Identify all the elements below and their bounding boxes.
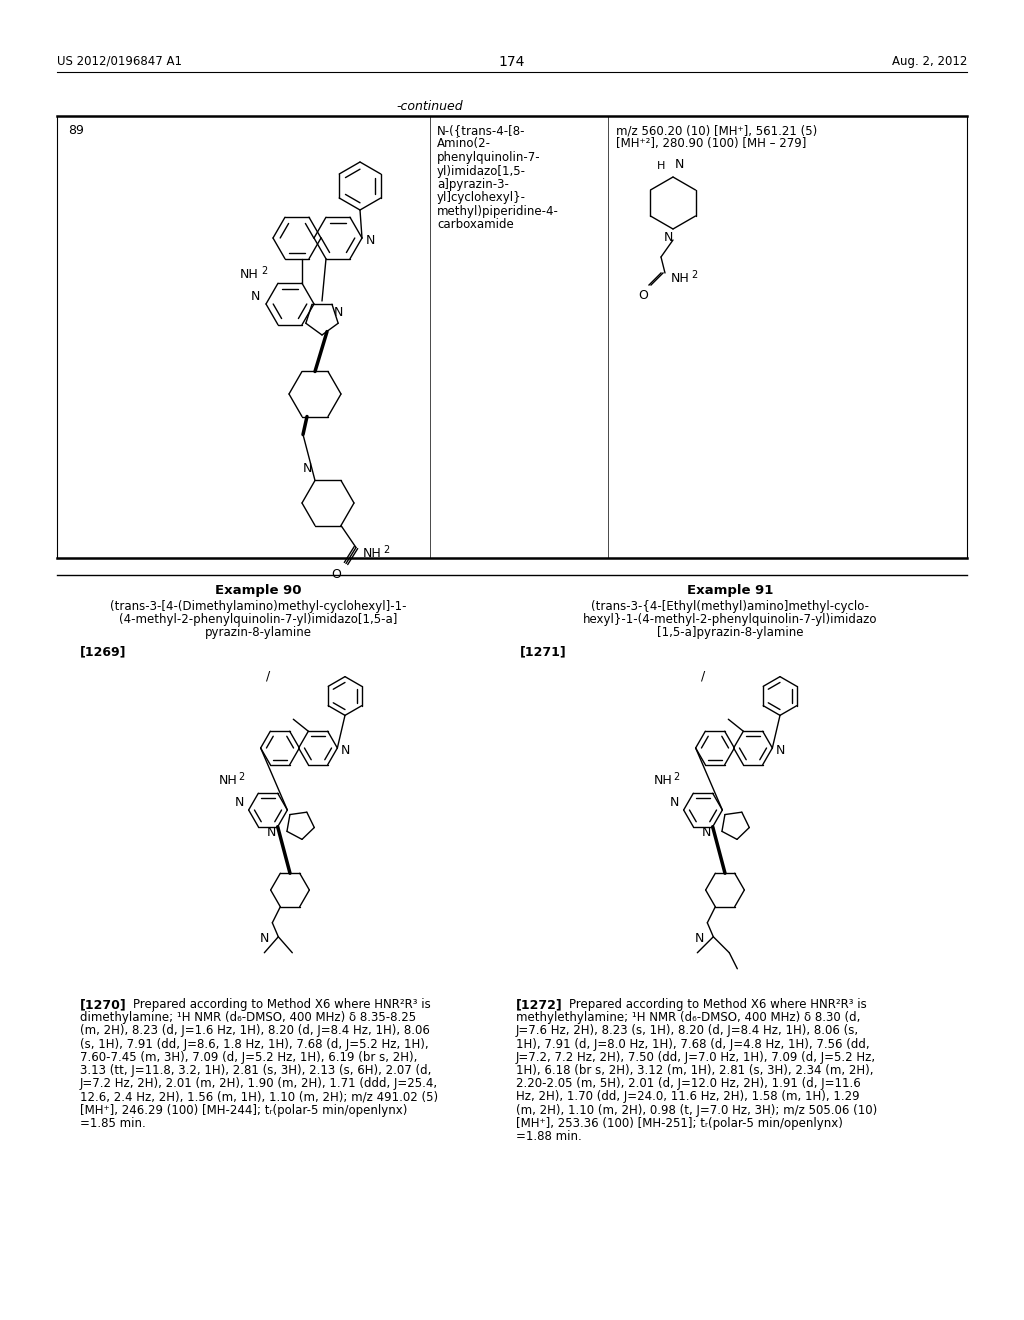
Text: Amino(2-: Amino(2-	[437, 137, 490, 150]
Text: carboxamide: carboxamide	[437, 219, 514, 231]
Text: a]pyrazin-3-: a]pyrazin-3-	[437, 178, 509, 191]
Text: methyl)piperidine-4-: methyl)piperidine-4-	[437, 205, 559, 218]
Text: /: /	[266, 669, 270, 682]
Text: [MH⁺²], 280.90 (100) [MH – 279]: [MH⁺²], 280.90 (100) [MH – 279]	[616, 137, 806, 150]
Text: /: /	[700, 669, 706, 682]
Text: methylethylamine; ¹H NMR (d₆-DMSO, 400 MHz) δ 8.30 (d,: methylethylamine; ¹H NMR (d₆-DMSO, 400 M…	[516, 1011, 860, 1024]
Text: [1270]: [1270]	[80, 998, 127, 1011]
Text: 2.20-2.05 (m, 5H), 2.01 (d, J=12.0 Hz, 2H), 1.91 (d, J=11.6: 2.20-2.05 (m, 5H), 2.01 (d, J=12.0 Hz, 2…	[516, 1077, 861, 1090]
Text: [1,5-a]pyrazin-8-ylamine: [1,5-a]pyrazin-8-ylamine	[656, 626, 803, 639]
Text: N-({trans-4-[8-: N-({trans-4-[8-	[437, 124, 525, 137]
Text: phenylquinolin-7-: phenylquinolin-7-	[437, 150, 541, 164]
Text: N: N	[267, 825, 276, 838]
Text: [MH⁺], 253.36 (100) [MH-251]; tᵣ(polar-5 min/openlynx): [MH⁺], 253.36 (100) [MH-251]; tᵣ(polar-5…	[516, 1117, 843, 1130]
Text: N: N	[694, 932, 705, 945]
Text: US 2012/0196847 A1: US 2012/0196847 A1	[57, 55, 182, 69]
Text: N: N	[670, 796, 679, 808]
Text: N: N	[260, 932, 269, 945]
Text: hexyl}-1-(4-methyl-2-phenylquinolin-7-yl)imidazo: hexyl}-1-(4-methyl-2-phenylquinolin-7-yl…	[583, 612, 878, 626]
Text: dimethylamine; ¹H NMR (d₆-DMSO, 400 MHz) δ 8.35-8.25: dimethylamine; ¹H NMR (d₆-DMSO, 400 MHz)…	[80, 1011, 416, 1024]
Text: N: N	[366, 235, 376, 248]
Text: J=7.2, 7.2 Hz, 2H), 7.50 (dd, J=7.0 Hz, 1H), 7.09 (d, J=5.2 Hz,: J=7.2, 7.2 Hz, 2H), 7.50 (dd, J=7.0 Hz, …	[516, 1051, 877, 1064]
Text: 2: 2	[261, 267, 267, 276]
Text: Example 90: Example 90	[215, 583, 301, 597]
Text: 2: 2	[383, 545, 389, 554]
Text: (4-methyl-2-phenylquinolin-7-yl)imidazo[1,5-a]: (4-methyl-2-phenylquinolin-7-yl)imidazo[…	[119, 612, 397, 626]
Text: [1269]: [1269]	[80, 645, 127, 657]
Text: J=7.6 Hz, 2H), 8.23 (s, 1H), 8.20 (d, J=8.4 Hz, 1H), 8.06 (s,: J=7.6 Hz, 2H), 8.23 (s, 1H), 8.20 (d, J=…	[516, 1024, 859, 1038]
Text: (m, 2H), 8.23 (d, J=1.6 Hz, 1H), 8.20 (d, J=8.4 Hz, 1H), 8.06: (m, 2H), 8.23 (d, J=1.6 Hz, 1H), 8.20 (d…	[80, 1024, 430, 1038]
Text: NH: NH	[653, 774, 673, 787]
Text: 1H), 6.18 (br s, 2H), 3.12 (m, 1H), 2.81 (s, 3H), 2.34 (m, 2H),: 1H), 6.18 (br s, 2H), 3.12 (m, 1H), 2.81…	[516, 1064, 873, 1077]
Text: Example 91: Example 91	[687, 583, 773, 597]
Text: N: N	[775, 744, 784, 758]
Text: =1.85 min.: =1.85 min.	[80, 1117, 145, 1130]
Text: (m, 2H), 1.10 (m, 2H), 0.98 (t, J=7.0 Hz, 3H); m/z 505.06 (10): (m, 2H), 1.10 (m, 2H), 0.98 (t, J=7.0 Hz…	[516, 1104, 878, 1117]
Text: =1.88 min.: =1.88 min.	[516, 1130, 582, 1143]
Text: N: N	[675, 158, 684, 172]
Text: 2: 2	[239, 772, 245, 781]
Text: yl]cyclohexyl}-: yl]cyclohexyl}-	[437, 191, 526, 205]
Text: Aug. 2, 2012: Aug. 2, 2012	[892, 55, 967, 69]
Text: Hz, 2H), 1.70 (dd, J=24.0, 11.6 Hz, 2H), 1.58 (m, 1H), 1.29: Hz, 2H), 1.70 (dd, J=24.0, 11.6 Hz, 2H),…	[516, 1090, 859, 1104]
Text: N: N	[340, 744, 350, 758]
Text: pyrazin-8-ylamine: pyrazin-8-ylamine	[205, 626, 311, 639]
Text: 1H), 7.91 (d, J=8.0 Hz, 1H), 7.68 (d, J=4.8 Hz, 1H), 7.56 (dd,: 1H), 7.91 (d, J=8.0 Hz, 1H), 7.68 (d, J=…	[516, 1038, 869, 1051]
Text: NH: NH	[362, 546, 382, 560]
Text: N: N	[234, 796, 244, 808]
Text: [MH⁺], 246.29 (100) [MH-244]; tᵣ(polar-5 min/openlynx): [MH⁺], 246.29 (100) [MH-244]; tᵣ(polar-5…	[80, 1104, 408, 1117]
Text: Prepared according to Method X6 where HNR²R³ is: Prepared according to Method X6 where HN…	[569, 998, 866, 1011]
Text: m/z 560.20 (10) [MH⁺], 561.21 (5): m/z 560.20 (10) [MH⁺], 561.21 (5)	[616, 124, 817, 137]
Text: 2: 2	[674, 772, 680, 781]
Text: N: N	[702, 825, 712, 838]
Text: O: O	[638, 289, 648, 302]
Text: N: N	[251, 289, 260, 302]
Text: O: O	[331, 568, 341, 581]
Text: NH: NH	[671, 272, 690, 285]
Text: 12.6, 2.4 Hz, 2H), 1.56 (m, 1H), 1.10 (m, 2H); m/z 491.02 (5): 12.6, 2.4 Hz, 2H), 1.56 (m, 1H), 1.10 (m…	[80, 1090, 438, 1104]
Text: N: N	[334, 306, 343, 319]
Text: [1272]: [1272]	[516, 998, 563, 1011]
Text: 174: 174	[499, 55, 525, 69]
Text: (trans-3-[4-(Dimethylamino)methyl-cyclohexyl]-1-: (trans-3-[4-(Dimethylamino)methyl-cycloh…	[110, 601, 407, 612]
Text: H: H	[656, 161, 665, 172]
Text: NH: NH	[219, 774, 238, 787]
Text: N: N	[664, 231, 673, 244]
Text: Prepared according to Method X6 where HNR²R³ is: Prepared according to Method X6 where HN…	[133, 998, 431, 1011]
Text: 89: 89	[68, 124, 84, 137]
Text: 2: 2	[691, 271, 697, 280]
Text: 3.13 (tt, J=11.8, 3.2, 1H), 2.81 (s, 3H), 2.13 (s, 6H), 2.07 (d,: 3.13 (tt, J=11.8, 3.2, 1H), 2.81 (s, 3H)…	[80, 1064, 431, 1077]
Text: 7.60-7.45 (m, 3H), 7.09 (d, J=5.2 Hz, 1H), 6.19 (br s, 2H),: 7.60-7.45 (m, 3H), 7.09 (d, J=5.2 Hz, 1H…	[80, 1051, 418, 1064]
Text: [1271]: [1271]	[520, 645, 566, 657]
Text: NH: NH	[240, 268, 259, 281]
Text: N: N	[302, 462, 311, 475]
Text: J=7.2 Hz, 2H), 2.01 (m, 2H), 1.90 (m, 2H), 1.71 (ddd, J=25.4,: J=7.2 Hz, 2H), 2.01 (m, 2H), 1.90 (m, 2H…	[80, 1077, 438, 1090]
Text: -continued: -continued	[396, 100, 463, 114]
Text: (trans-3-{4-[Ethyl(methyl)amino]methyl-cyclo-: (trans-3-{4-[Ethyl(methyl)amino]methyl-c…	[591, 601, 869, 612]
Text: yl)imidazo[1,5-: yl)imidazo[1,5-	[437, 165, 526, 177]
Text: (s, 1H), 7.91 (dd, J=8.6, 1.8 Hz, 1H), 7.68 (d, J=5.2 Hz, 1H),: (s, 1H), 7.91 (dd, J=8.6, 1.8 Hz, 1H), 7…	[80, 1038, 429, 1051]
